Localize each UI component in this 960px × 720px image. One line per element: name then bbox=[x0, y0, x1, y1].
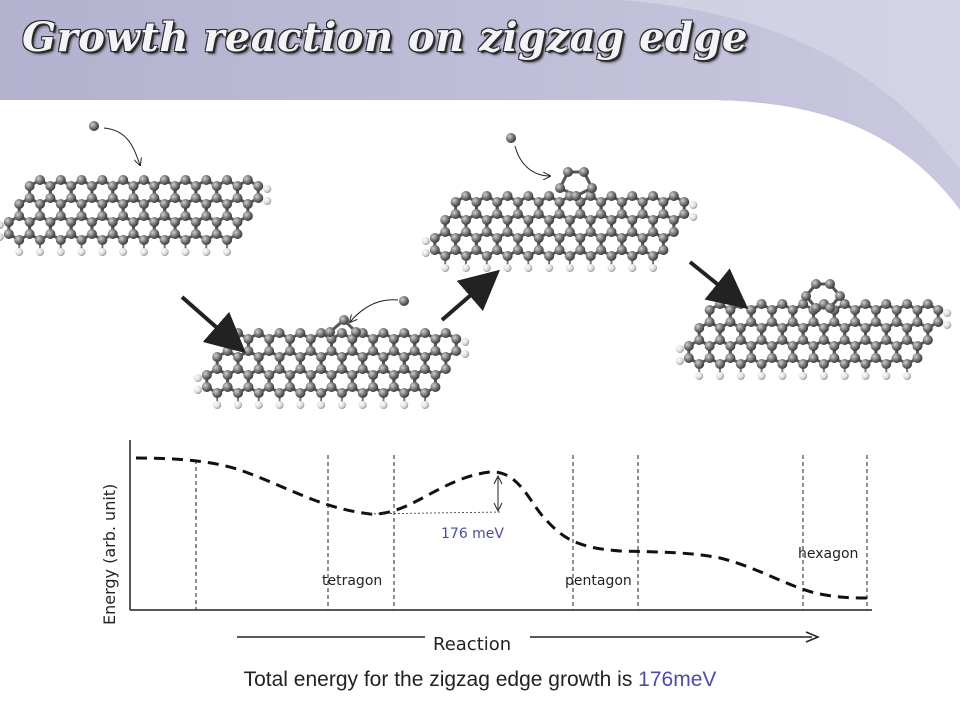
reaction-arrow-head bbox=[805, 631, 820, 643]
flow-arrow-2 bbox=[440, 269, 501, 322]
barrier-label: 176 meV bbox=[441, 526, 504, 542]
state-label-hexagon: hexagon bbox=[798, 546, 858, 562]
flow-arrow-3 bbox=[688, 260, 749, 310]
incoming-atom-2 bbox=[350, 296, 409, 322]
state-label-tetragon: tetragon bbox=[322, 573, 382, 589]
graphene-hexagon bbox=[675, 279, 952, 380]
graphene-pentagon bbox=[421, 167, 698, 272]
state-label-pentagon: pentagon bbox=[565, 573, 632, 589]
y-axis-label: Energy (arb. unit) bbox=[100, 484, 119, 625]
incoming-atom-1 bbox=[89, 121, 140, 165]
caption-highlight: 176meV bbox=[638, 668, 717, 691]
graphene-initial bbox=[0, 175, 272, 256]
molecule-illustrations bbox=[0, 167, 952, 409]
barrier-reference-line bbox=[361, 511, 503, 515]
page-title: Growth reaction on zigzag edge bbox=[22, 14, 748, 61]
incoming-atom-3 bbox=[506, 133, 550, 176]
summary-caption: Total energy for the zigzag edge growth … bbox=[0, 668, 960, 692]
energy-profile: Energy (arb. unit) 176 meV tetragon pent… bbox=[100, 440, 872, 655]
graphene-tetragon bbox=[193, 315, 470, 409]
caption-text: Total energy for the zigzag edge growth … bbox=[243, 668, 639, 691]
energy-curve bbox=[135, 456, 869, 600]
flow-arrow-1 bbox=[180, 295, 247, 354]
reaction-label: Reaction bbox=[433, 634, 511, 655]
flow-arrows bbox=[180, 260, 749, 354]
